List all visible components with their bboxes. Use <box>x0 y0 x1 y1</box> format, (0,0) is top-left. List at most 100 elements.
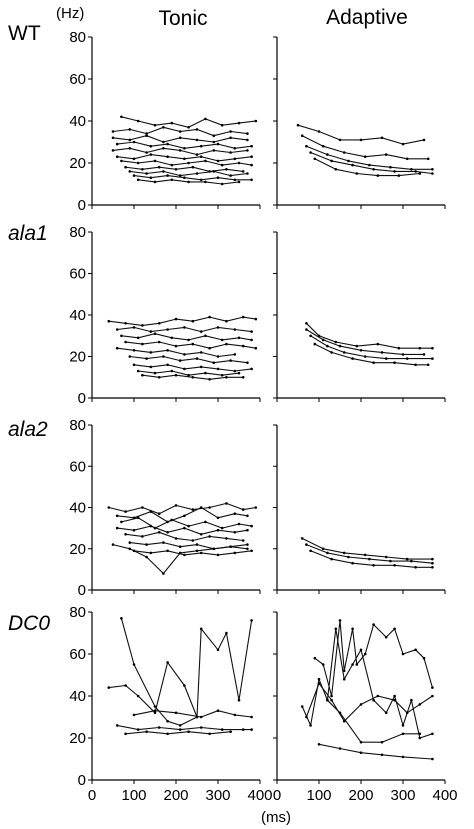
data-point <box>326 344 329 348</box>
data-point <box>309 334 312 338</box>
data-point <box>372 623 375 626</box>
data-point <box>195 153 199 156</box>
data-point <box>162 572 165 575</box>
y-tick-label: 20 <box>69 349 86 366</box>
data-point <box>153 332 157 336</box>
series-line-ala2-tonic-5 <box>125 531 244 542</box>
y-tick-label: 40 <box>69 500 86 517</box>
data-point <box>393 564 396 567</box>
data-point <box>233 157 237 161</box>
data-point <box>334 627 338 631</box>
data-point <box>393 361 396 365</box>
data-point <box>195 128 199 131</box>
data-point <box>363 652 367 656</box>
data-point <box>149 365 153 369</box>
data-point <box>296 123 300 127</box>
data-point <box>162 355 165 358</box>
data-point <box>313 656 317 660</box>
data-point <box>342 151 346 154</box>
data-point <box>195 138 199 142</box>
data-point <box>115 346 119 350</box>
data-point <box>426 157 430 161</box>
data-point <box>120 520 123 524</box>
data-point <box>241 728 245 731</box>
data-point <box>426 363 430 367</box>
data-point <box>241 508 245 511</box>
data-point <box>233 512 237 515</box>
data-point <box>347 159 350 163</box>
data-point <box>410 559 413 563</box>
data-point <box>359 703 363 706</box>
data-point <box>216 516 220 520</box>
y-tick-label: 20 <box>69 541 86 558</box>
data-point <box>136 119 140 123</box>
series-line-ala1-tonic-1 <box>108 316 256 326</box>
series-line-ala2-adaptive-2 <box>306 544 433 564</box>
data-point <box>431 357 434 360</box>
data-point <box>208 346 211 350</box>
series-line-ala1-tonic-4 <box>125 341 256 349</box>
series-line-ala2-tonic-1 <box>108 502 256 515</box>
data-point <box>199 144 203 148</box>
x-tick-label: 300 <box>390 787 415 804</box>
data-point <box>178 728 182 731</box>
data-point <box>300 134 304 137</box>
data-point <box>204 180 207 184</box>
data-point <box>237 522 241 526</box>
data-point <box>178 136 182 140</box>
data-point <box>418 732 422 736</box>
data-point <box>111 543 115 546</box>
data-point <box>183 367 186 371</box>
data-point <box>342 351 346 354</box>
data-point <box>216 326 220 329</box>
data-point <box>359 349 363 352</box>
data-point <box>178 545 182 548</box>
series-line-wt-tonic-7 <box>121 160 252 166</box>
data-point <box>174 373 178 377</box>
data-point <box>199 365 203 369</box>
data-point <box>141 168 144 171</box>
data-point <box>250 715 253 719</box>
data-point <box>149 524 153 528</box>
data-point <box>330 351 333 354</box>
data-point <box>195 543 199 546</box>
data-point <box>212 140 216 144</box>
series-line-dc0-adaptive-4 <box>327 699 420 743</box>
data-point <box>326 698 329 702</box>
data-point <box>166 155 169 158</box>
data-point <box>355 663 359 666</box>
y-tick-label: 0 <box>78 582 86 599</box>
data-point <box>157 726 161 729</box>
data-point <box>220 182 224 186</box>
data-point <box>208 315 211 319</box>
data-point <box>141 373 144 377</box>
data-point <box>178 724 182 727</box>
data-point <box>384 635 388 639</box>
x-tick-label: 0 <box>273 787 281 804</box>
data-point <box>431 732 434 736</box>
data-point <box>208 378 211 381</box>
data-point <box>393 627 396 631</box>
data-point <box>220 373 224 377</box>
data-point <box>216 709 220 712</box>
data-point <box>199 715 203 719</box>
data-point <box>166 732 169 736</box>
data-point <box>141 506 144 509</box>
data-point <box>170 121 174 125</box>
data-point <box>149 551 153 555</box>
data-point <box>338 344 342 348</box>
data-point <box>241 376 245 379</box>
data-point <box>191 319 195 323</box>
y-tick-label: 60 <box>69 71 86 88</box>
data-point <box>145 134 148 137</box>
data-point <box>250 619 253 622</box>
data-point <box>250 524 253 528</box>
column-title-tonic: Tonic <box>158 7 207 30</box>
data-point <box>363 155 367 158</box>
data-point <box>183 353 186 356</box>
data-point <box>120 334 123 338</box>
data-point <box>149 153 153 156</box>
data-point <box>191 376 195 379</box>
data-point <box>199 726 203 729</box>
data-point <box>237 180 241 184</box>
